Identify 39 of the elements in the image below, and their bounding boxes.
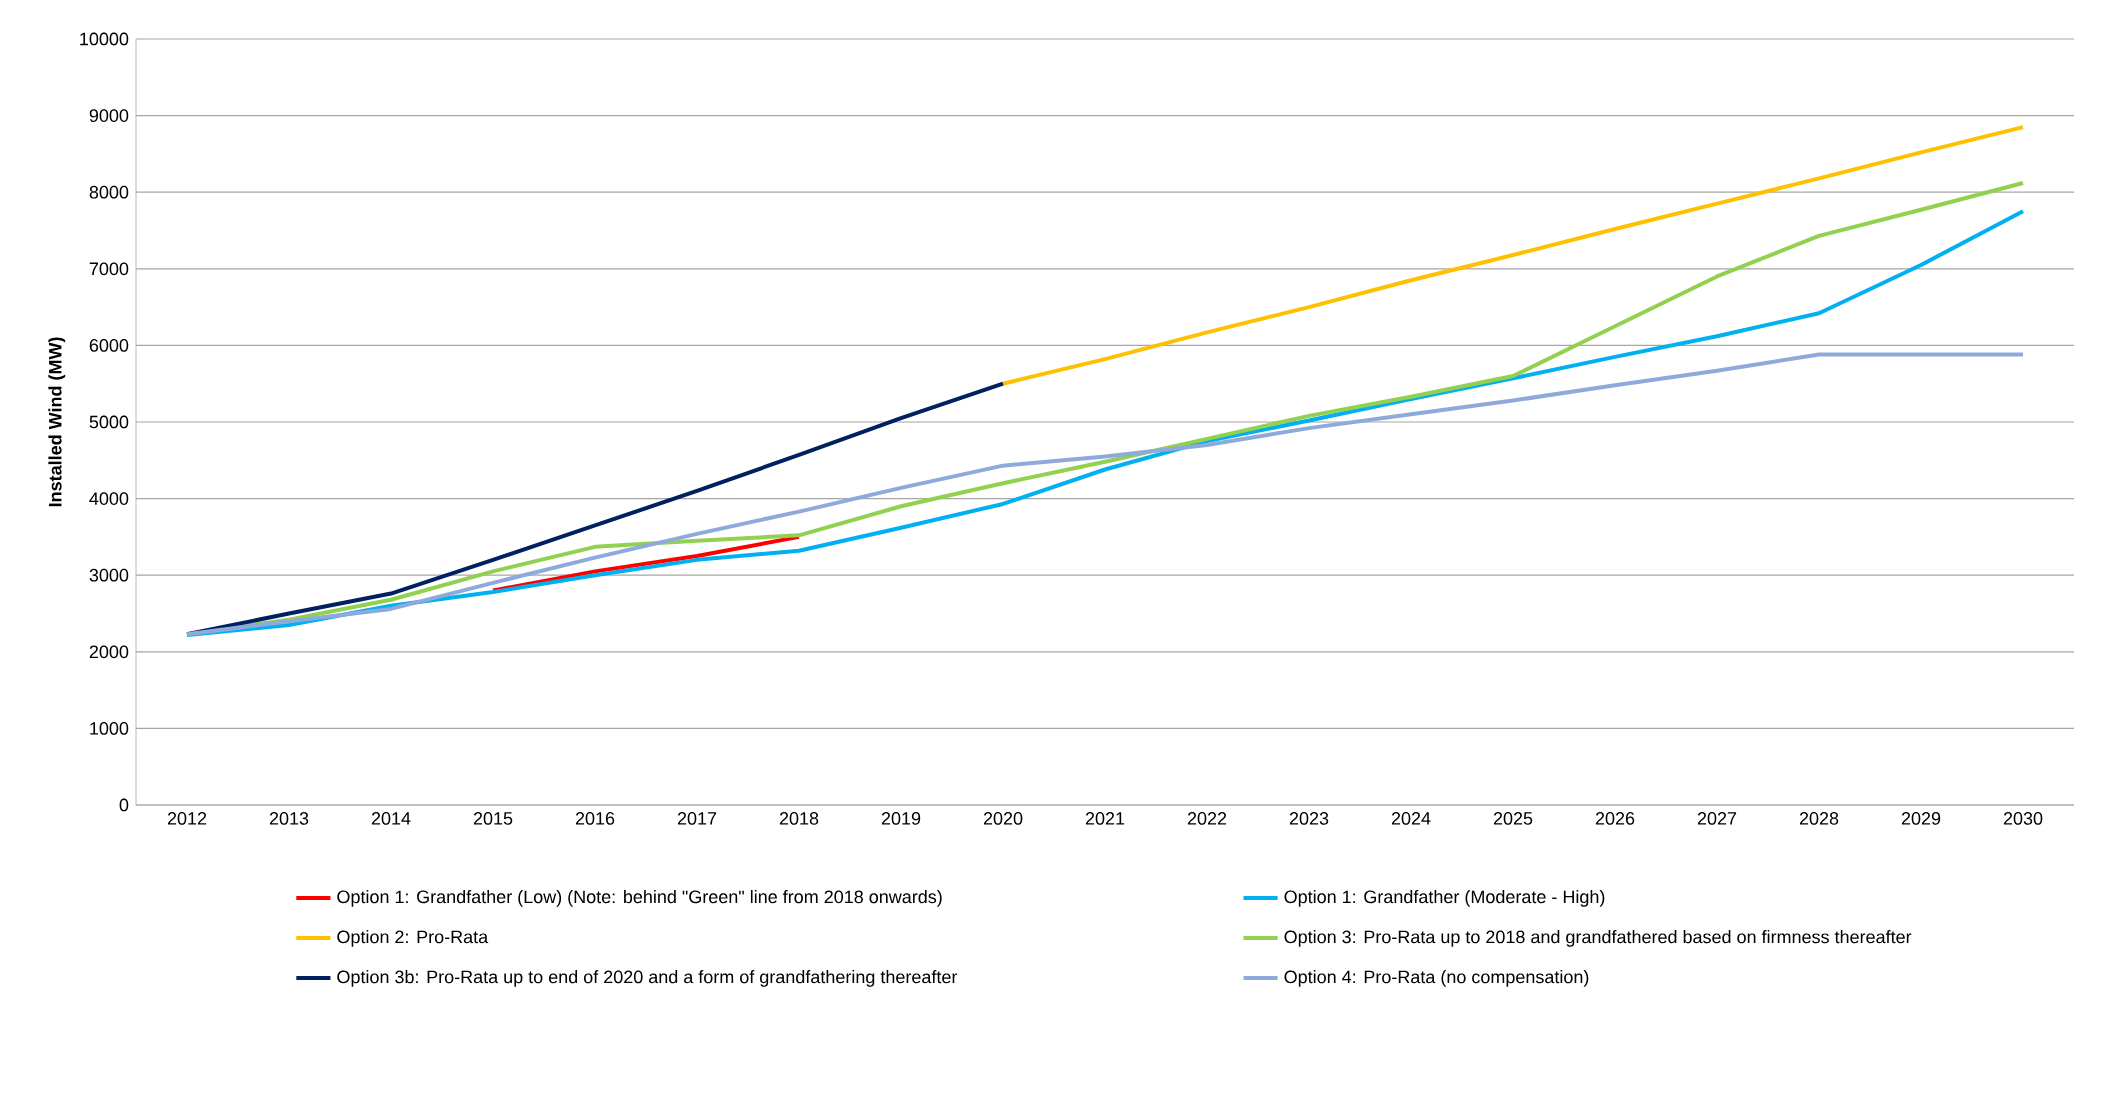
- x-tick-label: 2029: [1901, 812, 1941, 825]
- line-series: [1001, 125, 2026, 386]
- y-tick-label: 8000: [89, 185, 129, 199]
- y-tick-label: 7000: [89, 262, 129, 276]
- legend-label: Option 2: Pro-Rata: [337, 930, 489, 947]
- y-tick-label: 4000: [89, 492, 129, 505]
- legend-label: Option 3: Pro-Rata up to 2018 and grandfathered based on firmness thereafter: [1284, 930, 1912, 947]
- x-tick-label: 2026: [1595, 812, 1635, 825]
- x-tick-label: 2016: [575, 812, 615, 825]
- x-tick-label: 2025: [1493, 812, 1533, 825]
- y-tick-label: 9000: [89, 109, 129, 122]
- legend-label: Option 4: Pro-Rata (no compensation): [1284, 970, 1589, 987]
- x-tick-label: 2012: [167, 812, 207, 825]
- line-series: [491, 534, 802, 593]
- x-tick-label: 2027: [1697, 812, 1737, 825]
- y-axis-title: Installed Wind (MW): [48, 337, 66, 507]
- x-tick-label: 2018: [779, 812, 819, 825]
- y-tick-label: 1000: [90, 722, 129, 735]
- y-tick-label: 5000: [89, 415, 129, 429]
- y-tick-label: 3000: [89, 568, 129, 582]
- x-tick-label: 2019: [881, 812, 921, 825]
- legend-label: Option 1: Grandfather (Low) (Note: behind "Green" line from 2018 onwards): [337, 889, 942, 907]
- x-tick-label: 2017: [677, 812, 717, 825]
- x-tick-label: 2014: [371, 812, 411, 825]
- y-tick-label: 10000: [80, 32, 129, 46]
- x-tick-label: 2021: [1085, 812, 1125, 825]
- y-tick-label: 6000: [89, 339, 129, 352]
- legend-label: Option 3b: Pro-Rata up to end of 2020 and a form of grandfathering thereafter: [337, 970, 958, 987]
- y-tick-label: 0: [119, 798, 129, 812]
- legend-label: Option 1: Grandfather (Moderate - High): [1284, 889, 1605, 907]
- x-tick-label: 2030: [2003, 812, 2043, 825]
- x-tick-label: 2020: [983, 812, 1023, 825]
- x-tick-label: 2024: [1391, 812, 1431, 825]
- x-tick-label: 2028: [1799, 812, 1839, 825]
- x-tick-label: 2013: [269, 812, 309, 825]
- x-tick-label: 2023: [1289, 812, 1329, 825]
- x-tick-label: 2015: [473, 812, 513, 825]
- x-tick-label: 2022: [1187, 812, 1227, 825]
- y-tick-label: 2000: [89, 645, 129, 659]
